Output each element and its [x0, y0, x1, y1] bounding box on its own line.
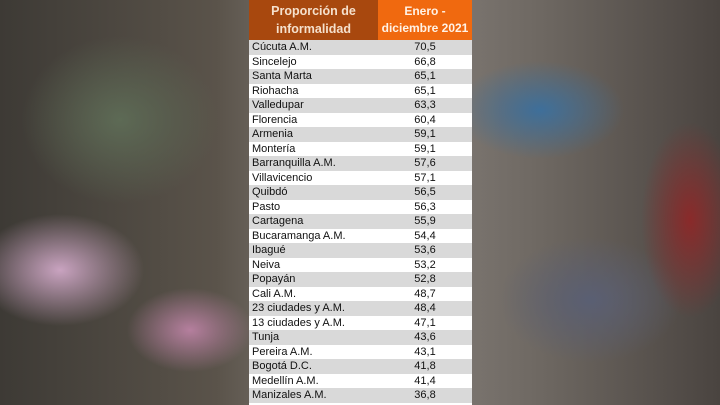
value-cell: 60,4	[414, 113, 436, 126]
table-row: Florencia 60,4	[249, 112, 472, 127]
value-cell: 63,3	[414, 99, 436, 111]
city-cell: Villavicencio	[252, 171, 313, 184]
table-row: Bogotá D.C. 41,8	[249, 359, 472, 374]
city-cell: Bogotá D.C.	[252, 360, 312, 372]
city-cell: Riohacha	[252, 84, 299, 97]
city-cell: Bucaramanga A.M.	[252, 229, 346, 242]
table-row: 13 ciudades y A.M. 47,1	[249, 315, 472, 330]
table-row: Montería 59,1	[249, 141, 472, 156]
value-cell: 43,6	[414, 331, 436, 343]
value-cell: 59,1	[414, 128, 436, 140]
city-cell: 23 ciudades y A.M.	[252, 302, 345, 314]
value-cell: 57,1	[414, 171, 436, 184]
city-cell: 13 ciudades y A.M.	[252, 316, 345, 329]
informality-table: Proporción de informalidad Enero - dicie…	[249, 0, 472, 405]
city-cell: Sincelejo	[252, 55, 297, 68]
table-row: Sincelejo 66,8	[249, 54, 472, 69]
city-cell: Santa Marta	[252, 70, 312, 82]
table-row: Cartagena 55,9	[249, 214, 472, 229]
table-row: Cúcuta A.M. 70,5	[249, 40, 472, 55]
table-row: Cali A.M. 48,7	[249, 286, 472, 301]
table-row: Ibagué 53,6	[249, 243, 472, 258]
header-proporcion: Proporción de informalidad	[249, 0, 378, 40]
city-cell: Ibagué	[252, 244, 286, 256]
value-cell: 59,1	[414, 142, 436, 155]
city-cell: Montería	[252, 142, 296, 155]
value-cell: 48,7	[414, 287, 436, 300]
value-cell: 70,5	[414, 41, 436, 53]
value-cell: 47,1	[414, 316, 436, 329]
city-cell: Medellín A.M.	[252, 374, 319, 387]
city-cell: Florencia	[252, 113, 298, 126]
value-cell: 57,6	[414, 157, 436, 169]
value-cell: 66,8	[414, 55, 436, 68]
city-cell: Barranquilla A.M.	[252, 157, 336, 169]
value-cell: 54,4	[414, 229, 436, 242]
city-cell: Neiva	[252, 258, 281, 271]
table-row: Pereira A.M. 43,1	[249, 344, 472, 359]
value-cell: 48,4	[414, 302, 436, 314]
table-row: Valledupar 63,3	[249, 98, 472, 113]
table-row: Popayán 52,8	[249, 272, 472, 287]
value-cell: 56,3	[414, 200, 436, 213]
value-cell: 43,1	[414, 345, 436, 358]
table-row: Medellín A.M. 41,4	[249, 373, 472, 388]
table-row: Santa Marta 65,1	[249, 69, 472, 84]
value-cell: 36,8	[414, 389, 436, 401]
city-cell: Popayán	[252, 273, 296, 285]
value-cell: 65,1	[414, 70, 436, 82]
value-cell: 55,9	[414, 215, 436, 227]
city-cell: Pereira A.M.	[252, 345, 313, 358]
table-row: Riohacha 65,1	[249, 83, 472, 98]
value-cell: 53,6	[414, 244, 436, 256]
city-cell: Cali A.M.	[252, 287, 297, 300]
value-cell: 56,5	[414, 186, 436, 198]
value-cell: 52,8	[414, 273, 436, 285]
value-cell: 65,1	[414, 84, 436, 97]
city-cell: Cartagena	[252, 215, 304, 227]
table-body: Cúcuta A.M. 70,5 Sincelejo 66,8 Santa Marta 6…	[249, 40, 472, 403]
value-cell: 41,8	[414, 360, 436, 372]
city-cell: Manizales A.M.	[252, 389, 327, 401]
city-cell: Cúcuta A.M.	[252, 41, 312, 53]
city-cell: Valledupar	[252, 99, 304, 111]
table-row: Pasto 56,3	[249, 199, 472, 214]
city-cell: Armenia	[252, 128, 293, 140]
table-row: Bucaramanga A.M. 54,4	[249, 228, 472, 243]
table-row: Villavicencio 57,1	[249, 170, 472, 185]
city-cell: Tunja	[252, 331, 280, 343]
value-cell: 41,4	[414, 374, 436, 387]
header-period: Enero - diciembre 2021	[378, 0, 472, 40]
table-row: Manizales A.M. 36,8	[249, 388, 472, 403]
table-row: Quibdó 56,5	[249, 185, 472, 200]
table-row: Barranquilla A.M. 57,6	[249, 156, 472, 171]
table-header: Proporción de informalidad Enero - dicie…	[249, 0, 472, 40]
table-row: 23 ciudades y A.M. 48,4	[249, 301, 472, 316]
table-row: Armenia 59,1	[249, 127, 472, 142]
value-cell: 53,2	[414, 258, 436, 271]
table-row: Tunja 43,6	[249, 330, 472, 345]
table-row: Neiva 53,2	[249, 257, 472, 272]
city-cell: Pasto	[252, 200, 281, 213]
city-cell: Quibdó	[252, 186, 288, 198]
